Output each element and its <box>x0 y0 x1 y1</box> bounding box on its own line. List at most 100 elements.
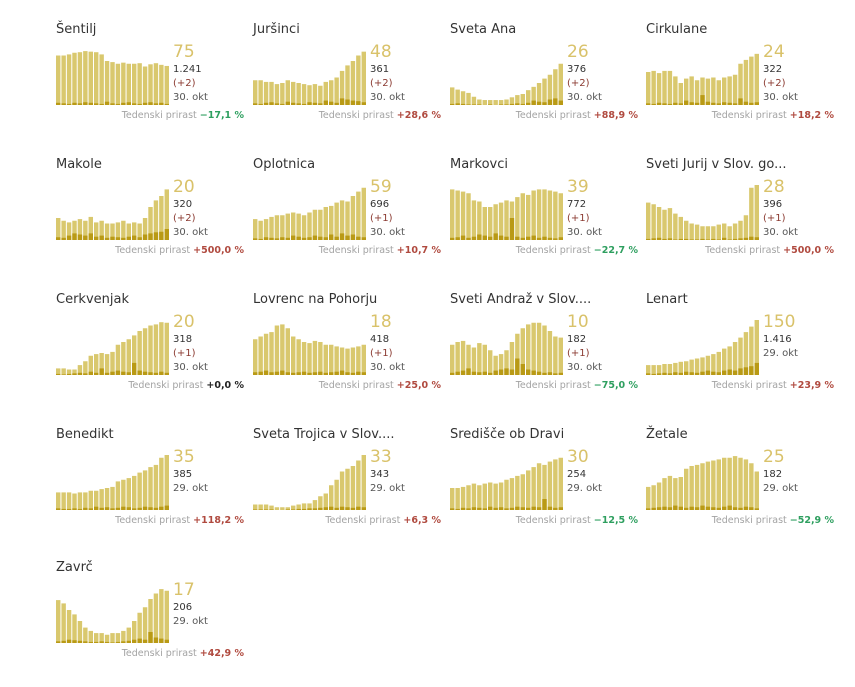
new-cases-bar <box>72 640 77 643</box>
new-cases-bar <box>520 103 525 105</box>
active-cases-bar <box>258 220 263 240</box>
active-cases-bar <box>460 486 466 510</box>
new-cases-bar <box>110 236 115 240</box>
active-cases-bar <box>345 468 350 510</box>
update-date: 30. okt <box>370 227 405 238</box>
new-cases-bar <box>110 103 115 105</box>
new-cases-bar <box>301 103 307 105</box>
new-cases-bar <box>700 238 705 240</box>
active-cases-bar <box>142 66 148 105</box>
new-cases-bar <box>689 372 694 375</box>
active-cases-bar <box>646 72 651 105</box>
active-cases-bar <box>285 213 290 240</box>
new-cases-bar <box>716 372 721 375</box>
active-cases-bar <box>542 78 547 105</box>
new-cases-bar <box>121 102 126 105</box>
active-cases-bar <box>694 358 700 375</box>
active-cases-bar <box>493 355 498 375</box>
new-cases-bar <box>727 239 732 240</box>
weekly-growth-label: Tedenski prirast <box>711 110 787 121</box>
new-cases-bar <box>460 370 466 375</box>
active-cases-bar <box>159 589 164 643</box>
new-cases-bar <box>727 102 732 105</box>
new-cases-bar <box>678 238 683 240</box>
weekly-growth-value: +10,7 % <box>396 245 441 256</box>
active-cases-bar <box>132 621 137 643</box>
active-cases-value: 75 <box>173 42 195 62</box>
new-cases-bar <box>121 237 126 240</box>
cumulative-cases-value: 322 <box>763 64 783 75</box>
cumulative-cases-value: 343 <box>370 469 390 480</box>
active-cases-bar <box>72 220 77 240</box>
new-cases-bar <box>159 371 164 375</box>
municipality-name: Sveta Trojica v Slov.... <box>253 427 395 442</box>
active-cases-bar <box>515 475 520 510</box>
new-cases-bar <box>678 506 683 510</box>
new-cases-bar <box>526 236 531 240</box>
active-cases-bar <box>705 78 711 105</box>
active-cases-bar <box>743 332 749 375</box>
new-cases-bar <box>673 239 678 240</box>
new-cases-bar <box>274 371 280 375</box>
new-cases-bar <box>356 506 361 510</box>
weekly-growth-value: +500,0 % <box>193 245 244 256</box>
new-cases-bar <box>153 637 159 643</box>
new-cases-bar <box>99 641 104 643</box>
new-cases-bar <box>345 235 350 240</box>
new-cases-bar <box>471 371 477 375</box>
active-cases-bar <box>558 193 563 240</box>
active-cases-bar <box>361 187 366 240</box>
active-cases-bar <box>493 100 498 105</box>
active-cases-bar <box>334 479 339 510</box>
new-cases-bar <box>99 103 104 105</box>
new-cases-bar <box>542 372 547 375</box>
new-cases-bar <box>732 103 738 105</box>
new-cases-bar <box>526 369 531 375</box>
new-cases-bar <box>94 372 99 375</box>
active-cases-bar <box>280 83 285 105</box>
new-cases-bar <box>329 372 334 375</box>
active-cases-bar <box>520 94 525 105</box>
active-cases-bar <box>83 220 88 240</box>
active-cases-bar <box>727 226 732 240</box>
new-cases-bar <box>126 102 131 105</box>
new-cases-bar <box>142 102 148 105</box>
active-cases-bar <box>253 219 258 240</box>
active-cases-bar <box>148 599 153 643</box>
active-cases-value: 150 <box>763 312 796 332</box>
new-cases-bar <box>66 373 72 375</box>
active-cases-bar <box>509 97 515 105</box>
active-cases-bar <box>291 212 296 240</box>
new-cases-bar <box>553 373 558 375</box>
active-cases-bar <box>700 357 705 375</box>
active-cases-bar <box>754 185 759 240</box>
new-cases-bar <box>296 508 301 510</box>
active-cases-bar <box>88 630 93 643</box>
new-cases-bar <box>531 370 536 375</box>
active-cases-bar <box>656 365 662 375</box>
active-cases-bar <box>285 328 290 375</box>
new-cases-bar <box>716 239 721 240</box>
new-cases-bar <box>164 505 169 510</box>
new-cases-bar <box>307 508 312 510</box>
active-cases-bar <box>110 351 115 375</box>
cumulative-cases-value: 254 <box>567 469 587 480</box>
active-cases-bar <box>361 455 366 510</box>
active-cases-bar <box>329 80 334 105</box>
new-cases-bar <box>488 506 493 510</box>
new-cases-bar <box>72 102 77 105</box>
new-cases-bar <box>732 370 738 375</box>
new-cases-bar <box>520 364 525 375</box>
active-cases-bar <box>466 485 471 510</box>
municipality-card: Središče ob Dravi 30 254 29. okt Tedenski pr… <box>450 427 640 547</box>
new-cases-bar <box>504 104 509 105</box>
new-cases-bar <box>493 233 498 240</box>
municipality-name: Juršinci <box>253 22 300 37</box>
cumulative-cases-value: 318 <box>173 334 193 345</box>
new-cases-bar <box>716 103 721 105</box>
new-cases-bar <box>684 371 689 375</box>
active-cases-bar <box>743 459 749 510</box>
active-cases-bar <box>99 54 104 105</box>
new-cases-bar <box>450 103 455 105</box>
active-cases-bar <box>455 190 460 240</box>
